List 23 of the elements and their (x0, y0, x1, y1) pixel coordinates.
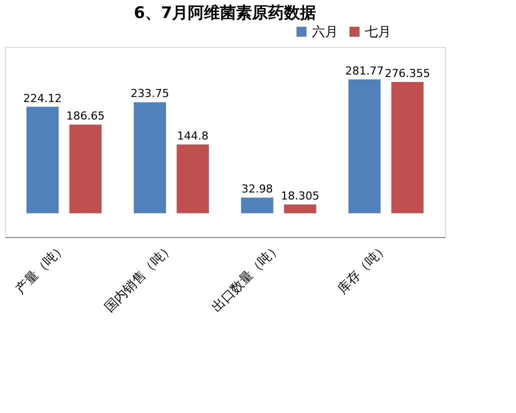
bar (241, 198, 274, 214)
bar (176, 144, 209, 214)
legend-label: 七月 (365, 24, 391, 40)
x-tick-label: 国内销售（吨） (102, 240, 177, 316)
data-label: 224.12 (23, 92, 62, 105)
bar (69, 124, 102, 214)
x-tick-label: 库存（吨） (335, 240, 392, 298)
data-label: 186.65 (66, 110, 105, 123)
legend-label: 六月 (312, 24, 338, 40)
x-tick-label: 出口数量（吨） (209, 240, 284, 316)
bar (284, 204, 316, 214)
x-tick-label: 产量（吨） (13, 240, 70, 298)
bar (134, 102, 166, 214)
data-label: 233.75 (130, 87, 170, 100)
data-label: 18.305 (280, 190, 320, 203)
data-label: 32.98 (241, 182, 273, 196)
chart-title: 6、7月阿维菌素原药数据 (134, 3, 316, 22)
bar (348, 79, 381, 214)
data-label: 144.8 (177, 129, 209, 142)
bar (26, 106, 59, 214)
data-label: 276.355 (384, 66, 430, 80)
data-label: 281.77 (345, 64, 384, 78)
bar (391, 82, 424, 214)
